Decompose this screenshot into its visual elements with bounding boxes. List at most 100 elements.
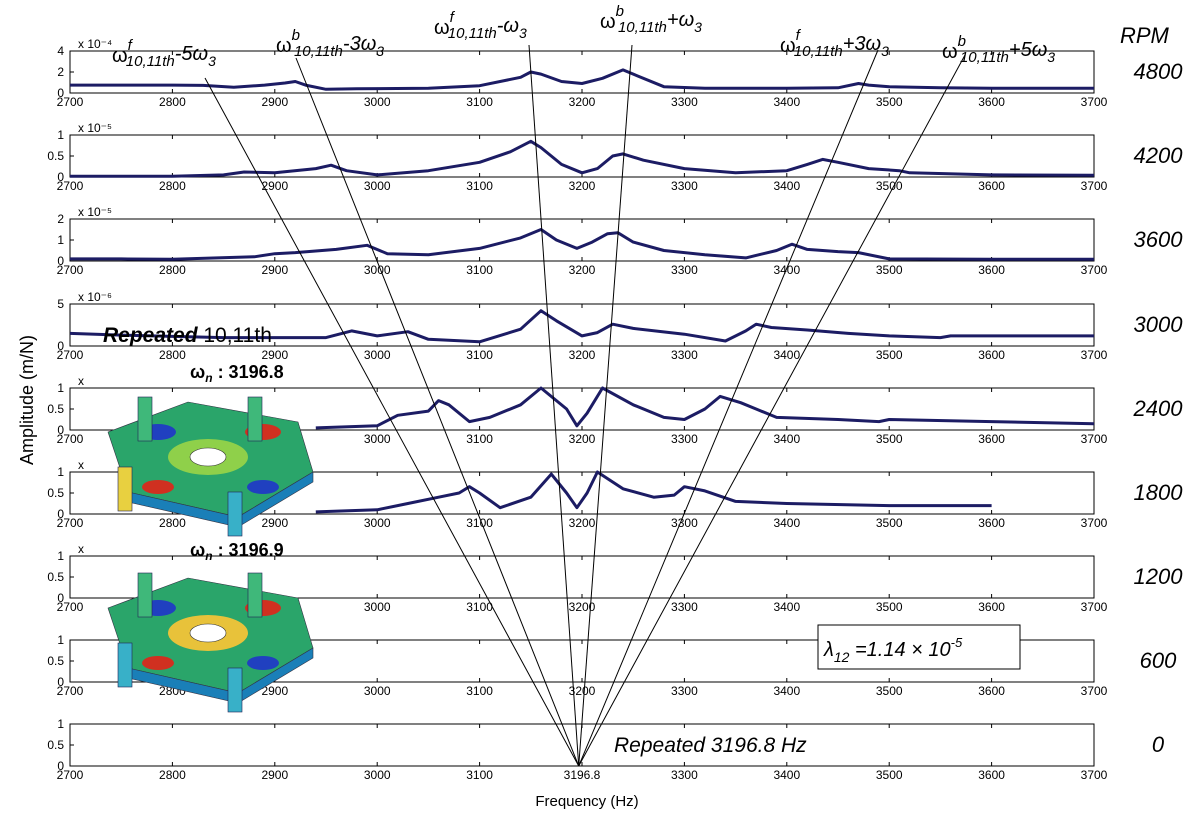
rpm-label: 1800: [1134, 480, 1184, 505]
series-line-rpm-4200: [70, 139, 1095, 178]
y-tick-label: 2: [57, 212, 64, 226]
x-tick-label: 3400: [773, 516, 800, 530]
mode-hole: [189, 447, 227, 467]
x-tick-label: 3100: [466, 263, 493, 277]
mode-shape-image-1: [107, 396, 314, 537]
x-tick-label: 3300: [671, 179, 698, 193]
y-tick-label: 0.5: [47, 654, 64, 668]
x-tick-label: 3700: [1081, 348, 1108, 362]
order-header: ωf 10,11th+3ω3: [780, 27, 889, 60]
panel-rpm-4200: 2700 2800 2900 3000 3100 3200 3300 3400 3500 3600…: [47, 121, 1183, 193]
x-tick-label: 3400: [773, 432, 800, 446]
x-tick-label: 2800: [159, 95, 186, 109]
x-tick-label: 3400: [773, 95, 800, 109]
mode-blade: [137, 572, 153, 618]
x-tick-label: 3300: [671, 95, 698, 109]
mode-antinode: [142, 656, 174, 670]
x-tick-label: 3600: [978, 600, 1005, 614]
x-tick-label: 3700: [1081, 263, 1108, 277]
x-tick-label: 3200: [569, 263, 596, 277]
x-tick-label: 3200: [569, 600, 596, 614]
x-tick-label: 3700: [1081, 768, 1108, 782]
rpm-label: 4200: [1134, 143, 1184, 168]
x-tick-label: 3100: [466, 95, 493, 109]
x-tick-label: 3600: [978, 263, 1005, 277]
x-tick-label: 3600: [978, 432, 1005, 446]
x-tick-label: 3700: [1081, 516, 1108, 530]
order-header: ωb 10,11th+5ω3: [942, 33, 1055, 66]
x-tick-label: 3500: [876, 263, 903, 277]
x-tick-label: 3500: [876, 516, 903, 530]
x-tick-label: 3100: [466, 600, 493, 614]
x-tick-label: 3300: [671, 263, 698, 277]
panel-frame: [69, 134, 1095, 178]
mode-shape-image-2: [107, 572, 314, 713]
x-tick-label: 2700: [57, 263, 84, 277]
x-tick-label: 3100: [466, 179, 493, 193]
x-tick-label: 3100: [466, 348, 493, 362]
x-tick-label: 3500: [876, 600, 903, 614]
y-tick-label: 1: [57, 233, 64, 247]
x-tick-label: 2800: [159, 179, 186, 193]
x-tick-label: 3600: [978, 684, 1005, 698]
x-tick-label: 3500: [876, 768, 903, 782]
x-tick-label: 3300: [671, 432, 698, 446]
x-tick-label: 3000: [364, 768, 391, 782]
x-tick-label: 3300: [671, 600, 698, 614]
x-tick-label: 3500: [876, 95, 903, 109]
rpm-header: RPM: [1120, 23, 1170, 48]
rpm-label: 0: [1152, 732, 1165, 757]
x-tick-label: 3400: [773, 263, 800, 277]
omega-n-label-2: ωn : 3196.9: [190, 540, 284, 563]
x-tick-label: 2900: [261, 768, 288, 782]
x-tick-label: 2700: [57, 516, 84, 530]
y-tick-label: 4: [57, 44, 64, 58]
rpm-label: 1200: [1134, 564, 1184, 589]
order-header: ωf 10,11th-5ω3: [112, 37, 216, 70]
rpm-label: 2400: [1133, 396, 1184, 421]
panel-rpm-1200: 2700280029003000310032003300340035003600…: [47, 542, 1183, 614]
x-tick-label: 3600: [978, 516, 1005, 530]
x-tick-label: 3600: [978, 95, 1005, 109]
mode-blade: [117, 642, 133, 688]
x-tick-label: 3100: [466, 432, 493, 446]
x-tick-label: 2800: [159, 348, 186, 362]
x-tick-label: 3300: [671, 684, 698, 698]
rpm-label: 600: [1140, 648, 1177, 673]
mode-node: [247, 480, 279, 494]
x-tick-label: 3600: [978, 768, 1005, 782]
mode-blade: [137, 396, 153, 442]
series-line-rpm-1800: [315, 470, 992, 514]
panel-rpm-0: 2700 2800 2900 3000 3100 3196.8 3300 3400 3500 36…: [47, 717, 1165, 782]
panel-rpm-3000: 2700 2800 2900 3000 3100 3200 3300 3400 3500 3600…: [57, 290, 1184, 362]
x-tick-label: 2700: [57, 600, 84, 614]
x-tick-label: 3700: [1081, 179, 1108, 193]
mode-shape-annotations: Repeated 10,11th ωn : 3196.8 ωn : 3196.9: [103, 324, 314, 713]
y-exponent-label: x: [78, 542, 84, 556]
x-tick-label: 2900: [261, 95, 288, 109]
x-tick-label: 3700: [1081, 95, 1108, 109]
x-tick-label: 3000: [364, 263, 391, 277]
panel-frame: [69, 218, 1095, 262]
x-tick-label: 3196.8: [564, 768, 601, 782]
y-tick-label: 2: [57, 65, 64, 79]
y-tick-label: 1: [57, 633, 64, 647]
y-tick-label: 0: [57, 170, 64, 184]
repeated-hz-label: Repeated 3196.8 Hz: [614, 734, 807, 757]
x-tick-label: 3600: [978, 179, 1005, 193]
x-tick-label: 3500: [876, 684, 903, 698]
y-tick-label: 0.5: [47, 570, 64, 584]
x-tick-label: 2700: [57, 768, 84, 782]
x-tick-label: 2900: [261, 263, 288, 277]
order-headers: ωf 10,11th-5ω3 ωb 10,11th-3ω3 ωf 10,11th-ω3 ωb…: [112, 3, 1055, 70]
x-tick-label: 3500: [876, 179, 903, 193]
x-tick-label: 2900: [261, 348, 288, 362]
x-tick-label: 3400: [773, 179, 800, 193]
x-tick-label: 3200: [569, 348, 596, 362]
repeated-mode-label: Repeated 10,11th: [103, 324, 272, 347]
x-tick-label: 2800: [159, 516, 186, 530]
x-tick-label: 3200: [569, 432, 596, 446]
x-tick-label: 3400: [773, 600, 800, 614]
x-tick-label: 2700: [57, 684, 84, 698]
mode-antinode: [142, 480, 174, 494]
